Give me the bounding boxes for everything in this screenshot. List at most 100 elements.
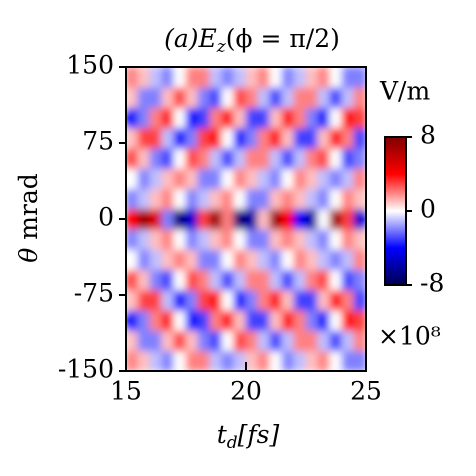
heatmap-cell xyxy=(257,147,271,169)
heatmap-cell xyxy=(126,127,139,149)
heatmap-cell xyxy=(126,67,139,88)
heatmap-cell xyxy=(161,309,175,331)
heatmap-cell xyxy=(329,107,343,129)
heatmap-cell xyxy=(269,228,283,250)
heatmap-cell xyxy=(149,309,163,331)
y-tick-label: 150 xyxy=(66,51,114,80)
x-tick-label: 25 xyxy=(350,377,382,406)
heatmap-cell xyxy=(341,228,355,250)
heatmap-cell xyxy=(137,329,151,352)
heatmap-cell xyxy=(137,107,151,129)
heatmap-cell xyxy=(257,289,271,311)
heatmap-cell xyxy=(245,107,259,129)
heatmap-cell xyxy=(281,329,295,352)
heatmap-cell xyxy=(281,208,295,230)
heatmap-cell xyxy=(293,127,307,149)
heatmap-cell xyxy=(173,228,187,250)
heatmap-cell xyxy=(293,147,307,169)
heatmap-cell xyxy=(341,350,355,371)
heatmap-cell xyxy=(257,67,271,88)
heatmap-cell xyxy=(197,167,211,190)
heatmap-cell xyxy=(149,228,163,250)
heatmap-cell xyxy=(245,208,259,230)
chart-title: (a)Ez(ϕ = π/2) xyxy=(164,24,340,57)
heatmap-cell xyxy=(329,269,343,291)
heatmap-cell xyxy=(341,248,355,271)
heatmap-cell xyxy=(233,86,247,109)
heatmap-cell xyxy=(317,107,331,129)
heatmap-cell xyxy=(126,188,139,210)
heatmap-cell xyxy=(185,86,199,109)
heatmap-cell xyxy=(269,309,283,331)
heatmap-cell xyxy=(137,86,151,109)
heatmap-cell xyxy=(269,329,283,352)
x-label-subscript: d xyxy=(227,433,238,453)
heatmap-cell xyxy=(245,188,259,210)
title-subscript: z xyxy=(216,37,227,57)
heatmap-cell xyxy=(245,228,259,250)
heatmap-cell xyxy=(353,248,366,271)
heatmap-cell xyxy=(185,147,199,169)
heatmap-cell xyxy=(305,350,319,371)
heatmap-cell xyxy=(185,208,199,230)
heatmap-cell xyxy=(185,329,199,352)
heatmap-cell xyxy=(257,208,271,230)
heatmap-cell xyxy=(341,208,355,230)
heatmap-cell xyxy=(245,67,259,88)
heatmap-cell xyxy=(149,127,163,149)
heatmap-cell xyxy=(149,248,163,271)
heatmap-cell xyxy=(329,289,343,311)
heatmap-cell xyxy=(209,147,223,169)
heatmap-cell xyxy=(233,127,247,149)
heatmap-cell xyxy=(137,309,151,331)
heatmap-cell xyxy=(173,269,187,291)
heatmap-cell xyxy=(185,248,199,271)
heatmap-cell xyxy=(329,167,343,190)
heatmap-cell xyxy=(353,289,366,311)
heatmap-cell xyxy=(293,329,307,352)
heatmap-cell xyxy=(233,350,247,371)
heatmap-cell xyxy=(269,107,283,129)
heatmap-cell xyxy=(221,329,235,352)
heatmap-cell xyxy=(173,127,187,149)
heatmap-cell xyxy=(269,188,283,210)
heatmap-cell xyxy=(161,228,175,250)
heatmap-cell xyxy=(233,248,247,271)
heatmap-cell xyxy=(305,269,319,291)
heatmap-cell xyxy=(353,107,366,129)
heatmap-cell xyxy=(197,67,211,88)
heatmap-cell xyxy=(317,167,331,190)
heatmap-cell xyxy=(329,127,343,149)
heatmap-cell xyxy=(245,309,259,331)
heatmap-cell xyxy=(293,167,307,190)
x-label-tail: [fs] xyxy=(238,420,280,449)
heatmap-cell xyxy=(317,86,331,109)
heatmap-cell xyxy=(353,309,366,331)
heatmap-cell xyxy=(257,248,271,271)
heatmap-cell xyxy=(209,289,223,311)
heatmap-cell xyxy=(126,350,139,371)
heatmap-cell xyxy=(149,329,163,352)
heatmap-cell xyxy=(317,228,331,250)
heatmap-cell xyxy=(149,188,163,210)
heatmap-cell xyxy=(173,248,187,271)
heatmap-cell xyxy=(149,86,163,109)
heatmap-cell xyxy=(305,248,319,271)
heatmap-cell xyxy=(269,167,283,190)
heatmap-cell xyxy=(149,67,163,88)
heatmap-cell xyxy=(269,208,283,230)
heatmap-cell xyxy=(161,188,175,210)
colorbar-label: V/m xyxy=(379,77,430,106)
heatmap-cell xyxy=(353,228,366,250)
y-tick-label: -75 xyxy=(74,279,114,308)
heatmap-cell xyxy=(197,248,211,271)
y-label-unit: mrad xyxy=(14,173,43,248)
title-main: (a)E xyxy=(164,24,217,53)
heatmap-cell xyxy=(137,350,151,371)
heatmap-cell xyxy=(341,147,355,169)
heatmap-cell xyxy=(221,248,235,271)
heatmap-cell xyxy=(341,329,355,352)
heatmap-cell xyxy=(161,329,175,352)
heatmap-cell xyxy=(245,248,259,271)
y-tick-label: 0 xyxy=(98,203,114,232)
